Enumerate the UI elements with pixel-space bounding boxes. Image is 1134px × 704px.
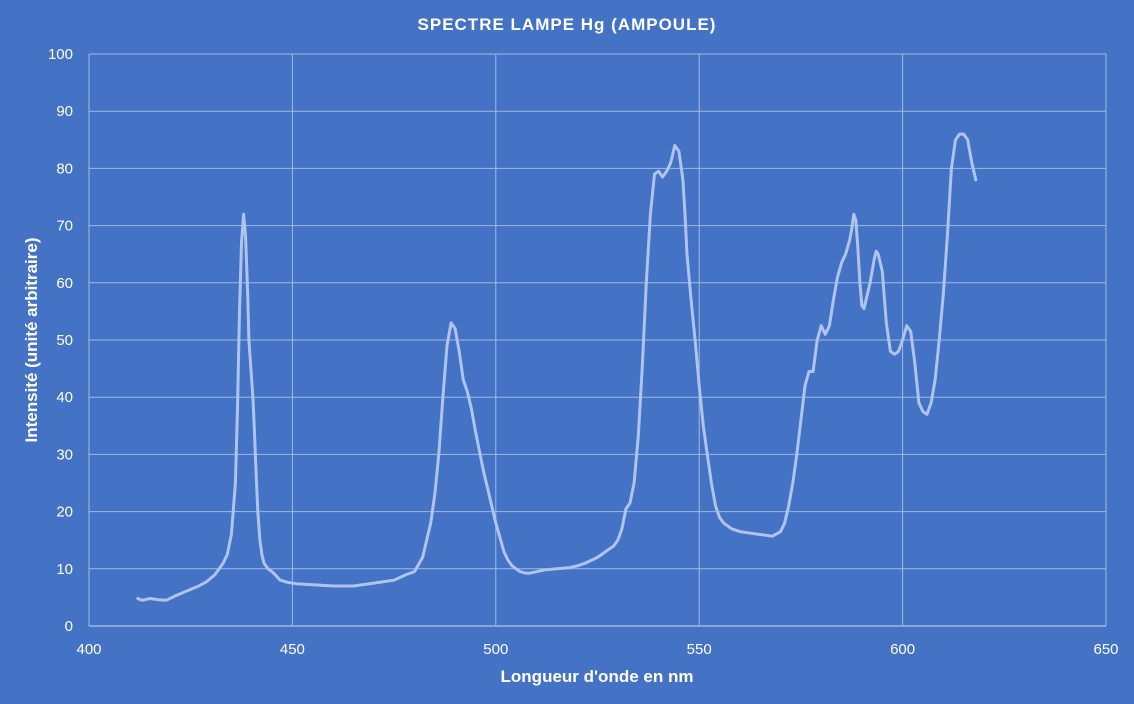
chart-title: SPECTRE LAMPE Hg (AMPOULE) [418,15,717,34]
y-axis-label: Intensité (unité arbitraire) [22,238,41,443]
x-tick-label: 400 [76,641,101,658]
grid-layer [88,53,1107,627]
y-tick-label: 30 [56,446,73,463]
series-layer [136,132,978,602]
x-tick-label: 600 [890,641,915,658]
y-tick-label: 80 [56,160,73,177]
y-tick-label: 60 [56,275,73,292]
x-axis-label: Longueur d'onde en nm [501,667,694,686]
y-tick-label: 10 [56,561,73,578]
x-tick-label: 550 [687,641,712,658]
y-tick-label: 40 [56,389,73,406]
series-line [136,132,978,602]
y-tick-label: 0 [65,618,73,635]
tick-labels: 0 10 20 30 40 50 60 70 80 90 100 400 450 500 550 600 650 [48,46,1119,658]
y-tick-label: 50 [56,332,73,349]
y-tick-label: 100 [48,46,73,63]
y-tick-label: 20 [56,504,73,521]
y-tick-label: 70 [56,218,73,235]
x-tick-label: 450 [280,641,305,658]
x-tick-label: 650 [1093,641,1118,658]
x-tick-label: 500 [483,641,508,658]
y-tick-label: 90 [56,103,73,120]
